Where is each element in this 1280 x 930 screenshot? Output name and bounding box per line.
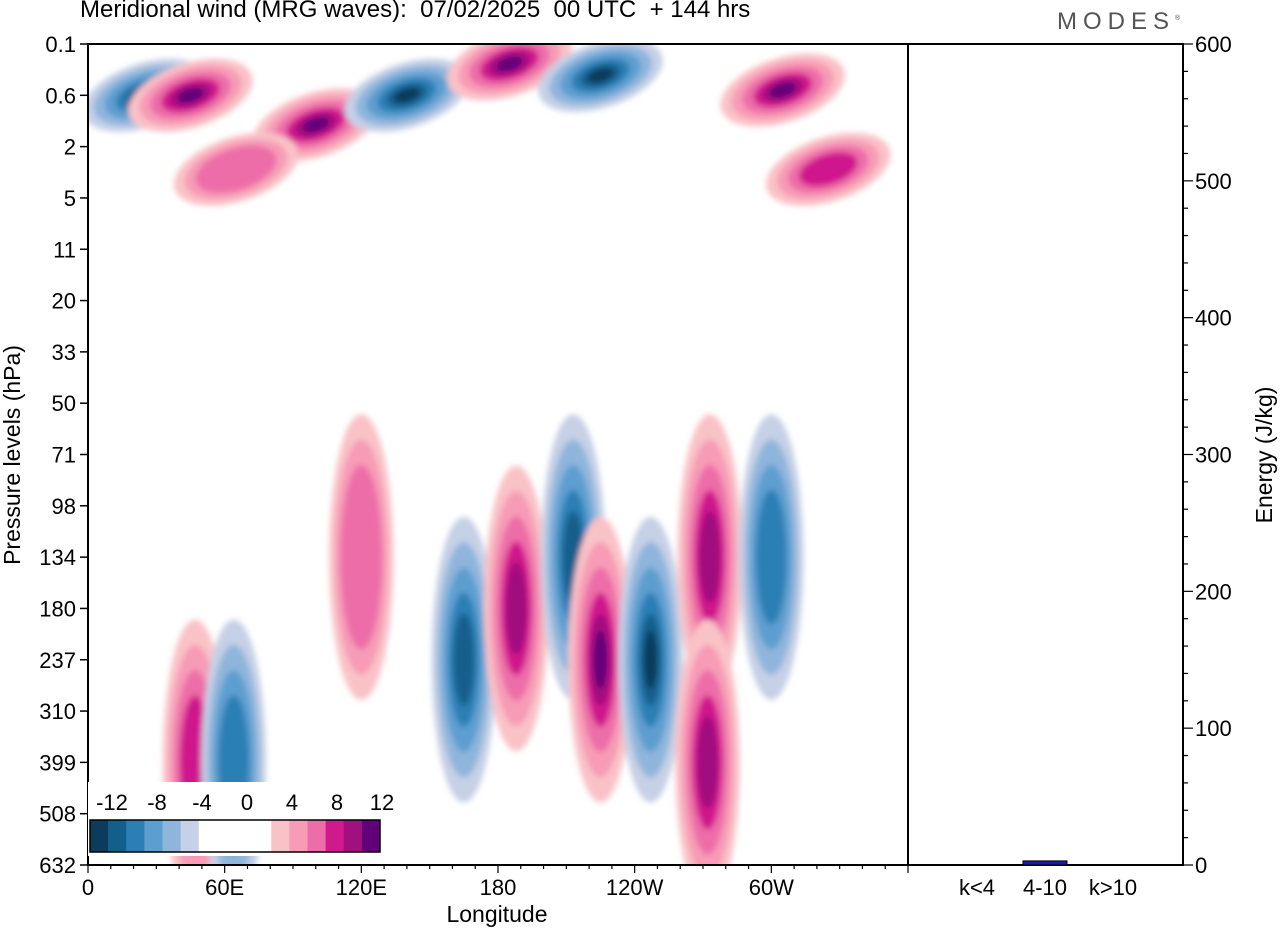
y-tick-label: 20 xyxy=(52,289,76,314)
x-tick-label: 180 xyxy=(480,875,517,900)
colorbar-label: 8 xyxy=(331,790,343,815)
y-tick-label: 508 xyxy=(39,802,76,827)
wavenumber-axis: k<4 4-10 k>10 xyxy=(959,875,1137,900)
positive-wind-contour xyxy=(195,145,277,194)
colorbar-label: -4 xyxy=(192,790,212,815)
positive-wind-contour xyxy=(496,56,523,72)
y-tick-label: 50 xyxy=(52,391,76,416)
y-tick-label: 237 xyxy=(39,648,76,673)
colorbar-swatch xyxy=(307,820,326,852)
chart-title: Meridional wind (MRG waves): 07/02/2025 … xyxy=(80,0,751,23)
y-tick-label: 310 xyxy=(39,699,76,724)
positive-wind-contour xyxy=(177,87,204,103)
energy-bars xyxy=(1022,860,1068,866)
x-tick-label: 60E xyxy=(205,875,244,900)
colorbar-swatch xyxy=(126,820,145,852)
colorbar-swatch xyxy=(180,820,200,852)
wavenumber-label: k<4 xyxy=(959,875,995,900)
energy-tick-label: 600 xyxy=(1195,32,1232,57)
colorbar-swatch xyxy=(198,820,218,852)
positive-wind-contour xyxy=(340,464,383,650)
colorbar-swatch xyxy=(253,820,272,852)
colorbar-swatch xyxy=(235,820,254,852)
colorbar-swatch xyxy=(271,820,290,852)
heatmap-field xyxy=(88,44,891,865)
colorbar-swatch xyxy=(216,820,236,852)
colorbar-swatch xyxy=(108,820,127,852)
positive-wind-contour xyxy=(798,152,858,187)
colorbar-swatch xyxy=(361,820,381,852)
y-axis-title: Pressure levels (hPa) xyxy=(0,345,25,565)
energy-tick-label: 400 xyxy=(1195,306,1232,331)
positive-wind-contour xyxy=(697,716,718,809)
energy-tick-label: 200 xyxy=(1195,579,1232,604)
y-tick-label: 0.6 xyxy=(45,83,76,108)
colorbar-swatch xyxy=(90,820,109,852)
colorbar-label: 0 xyxy=(241,790,253,815)
colorbar-swatch xyxy=(325,820,345,852)
colorbar-swatch xyxy=(144,820,163,852)
energy-frame xyxy=(907,43,1184,866)
colorbar-swatch xyxy=(343,820,363,852)
negative-wind-contour xyxy=(453,613,475,706)
y-tick-label: 399 xyxy=(39,750,76,775)
x-axis-title: Longitude xyxy=(446,901,547,927)
energy-bar xyxy=(1022,860,1068,866)
colorbar-label: 12 xyxy=(370,790,394,815)
energy-tick-label: 100 xyxy=(1195,716,1232,741)
x-tick-label: 120E xyxy=(336,875,387,900)
y-tick-label: 2 xyxy=(64,135,76,160)
y-tick-label: 5 xyxy=(64,186,76,211)
negative-wind-contour xyxy=(644,630,658,690)
colorbar-label: 4 xyxy=(286,790,298,815)
energy-tick-label: 0 xyxy=(1195,853,1207,878)
colorbar-swatch xyxy=(289,820,308,852)
positive-wind-contour xyxy=(593,630,608,690)
wavenumber-label: k>10 xyxy=(1089,875,1137,900)
energy-tick-label: 500 xyxy=(1195,169,1232,194)
colorbar-frame xyxy=(89,819,381,853)
y-tick-label: 632 xyxy=(39,853,76,878)
positive-wind-contour xyxy=(769,82,796,98)
positive-wind-contour xyxy=(302,117,329,133)
y-tick-label: 71 xyxy=(52,443,76,468)
wavenumber-label: 4-10 xyxy=(1023,875,1067,900)
colorbar-swatch xyxy=(162,820,181,852)
positive-wind-contour xyxy=(699,510,721,604)
energy-axis: 0 100 200 300 400 500 600 xyxy=(1183,32,1232,878)
positive-wind-contour xyxy=(505,562,527,655)
y-tick-label: 11 xyxy=(53,237,76,262)
negative-wind-contour xyxy=(587,67,614,83)
x-tick-label: 120W xyxy=(606,875,664,900)
x-tick-label: 0 xyxy=(82,875,94,900)
x-tick-label: 60W xyxy=(749,875,794,900)
energy-axis-title: Energy (J/kg) xyxy=(1251,387,1277,524)
colorbar-label: -12 xyxy=(96,790,128,815)
y-tick-label: 180 xyxy=(39,596,76,621)
colorbar: -12 -8 -4 0 4 8 12 xyxy=(88,782,394,856)
y-tick-label: 33 xyxy=(52,340,76,365)
negative-wind-contour xyxy=(756,489,787,625)
pressure-axis: 0.1 0.6 2 5 11 20 33 50 71 98 134 180 237 310 399 508 63… xyxy=(39,32,88,878)
negative-wind-contour xyxy=(394,87,420,103)
brand-logo: MODES® xyxy=(1057,8,1181,35)
y-tick-label: 0.1 xyxy=(45,32,76,57)
colorbar-label: -8 xyxy=(147,790,167,815)
longitude-axis: 0 60E 120E 180 120W 60W xyxy=(82,865,909,900)
energy-tick-label: 300 xyxy=(1195,443,1232,468)
y-tick-label: 134 xyxy=(39,545,76,570)
y-tick-label: 98 xyxy=(52,494,76,519)
